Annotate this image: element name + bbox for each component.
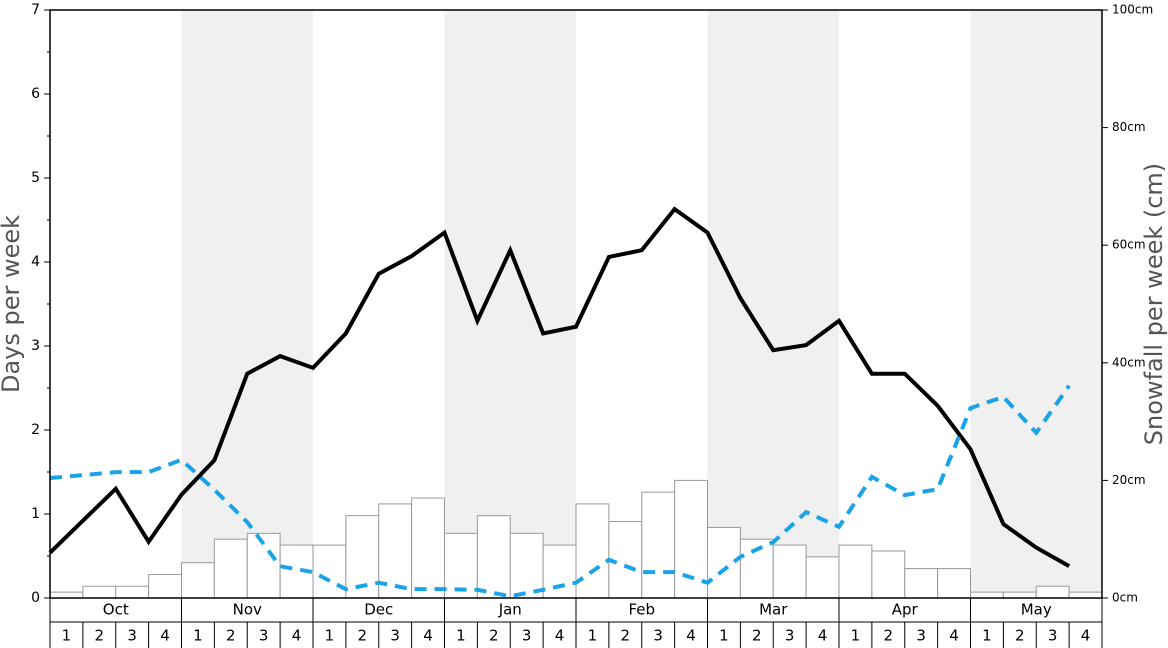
bar [937,568,971,599]
bar [1035,585,1070,599]
y-tick-label: 2 [31,422,40,438]
week-label: 3 [653,627,663,645]
month-shade [707,10,839,598]
bar [476,515,511,599]
week-label: 2 [489,627,499,645]
week-label: 1 [62,627,72,645]
y-tick-label: 0 [31,590,40,606]
y-tick-label: 3 [31,338,40,354]
y2-tick-label: 80cm [1112,120,1146,134]
week-label: 3 [916,627,926,645]
month-label: Apr [892,601,919,619]
week-label: 4 [160,627,170,645]
bar [838,544,873,599]
y2-tick-label: 20cm [1112,473,1146,487]
y-tick-label: 6 [31,86,40,102]
month-label: Dec [364,601,393,619]
bar [542,544,577,599]
y2-tick-label: 0cm [1112,591,1138,605]
month-label: Feb [628,601,655,619]
week-label: 1 [982,627,992,645]
week-label: 4 [686,627,696,645]
week-label: 4 [555,627,565,645]
bar [707,526,741,599]
week-label: 3 [127,627,137,645]
line [49,384,1071,599]
month-label: Jan [498,601,522,619]
month-shade [444,10,576,598]
month-label: Oct [103,601,129,619]
week-label: 3 [522,627,532,645]
bar [1002,591,1037,599]
week-label: 1 [719,627,729,645]
y2-axis-label: Snowfall per week (cm) [1140,163,1168,445]
bar [181,562,215,599]
month-shade [181,10,313,598]
week-label: 2 [884,627,894,645]
bar [246,532,281,599]
bar [411,497,445,599]
week-label: 3 [785,627,795,645]
y-tick-label: 4 [31,254,40,270]
y-tick-label: 5 [31,170,40,186]
y-tick-label: 7 [31,2,40,18]
week-label: 3 [390,627,400,645]
y-tick-label: 1 [31,506,40,522]
week-label: 1 [588,627,598,645]
bar [970,591,1004,599]
bar [904,568,939,599]
y-axis-label: Days per week [0,215,25,393]
bar [115,585,150,599]
bar [575,503,610,599]
week-label: 2 [1015,627,1025,645]
week-label: 1 [851,627,861,645]
week-label: 3 [259,627,269,645]
week-label: 2 [95,627,105,645]
week-label: 1 [193,627,203,645]
month-label: Mar [759,601,788,619]
y2-tick-label: 100cm [1112,3,1153,17]
week-label: 4 [949,627,959,645]
bar [82,585,117,599]
bar [1068,591,1103,599]
y2-tick-label: 60cm [1112,238,1146,252]
bar [641,491,676,599]
bar [509,532,544,599]
bar [805,556,840,599]
week-label: 4 [423,627,433,645]
y2-tick-label: 40cm [1112,355,1146,369]
week-label: 2 [621,627,631,645]
bar [772,544,807,599]
week-label: 2 [358,627,368,645]
week-label: 2 [226,627,236,645]
week-label: 1 [456,627,466,645]
week-label: 1 [325,627,335,645]
bar [213,538,248,599]
month-label: May [1021,601,1052,619]
bar [312,544,347,599]
week-label: 2 [752,627,762,645]
line [48,206,1071,568]
bar [345,515,380,599]
week-label: 4 [818,627,828,645]
month-label: Nov [233,601,262,619]
bar [148,573,182,599]
week-label: 4 [292,627,302,645]
bar [871,550,906,599]
week-label: 3 [1048,627,1058,645]
bar [49,591,84,599]
month-shade [970,10,1102,598]
week-label: 4 [1081,627,1091,645]
